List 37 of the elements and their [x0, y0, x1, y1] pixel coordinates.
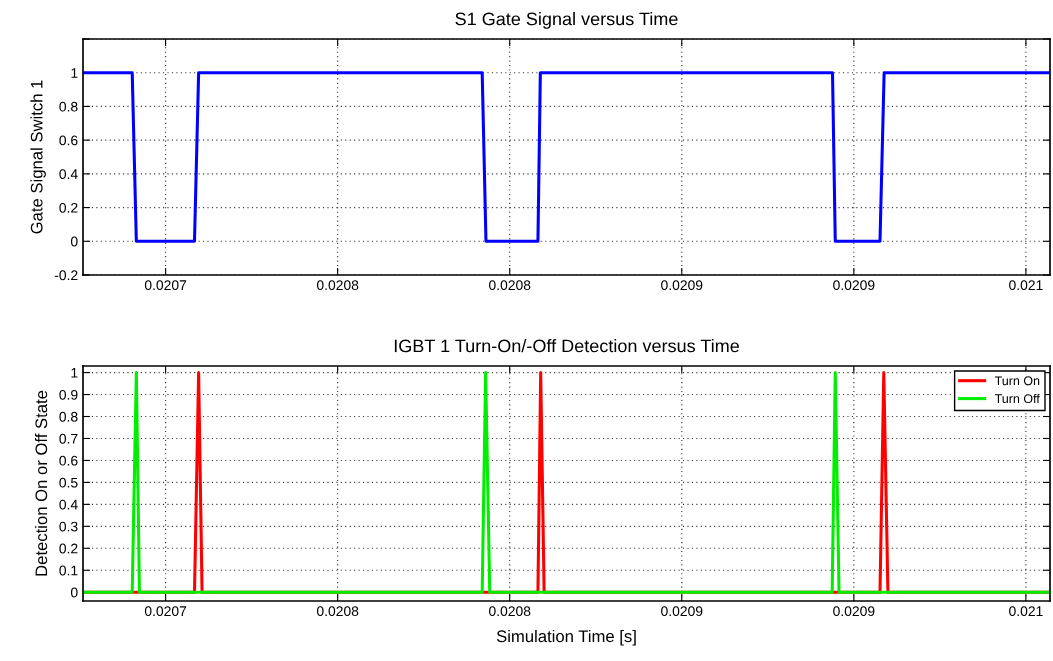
y-tick-label: 0.4: [59, 169, 78, 180]
x-tick-label: 0.0208: [489, 280, 531, 291]
y-tick-label: 0.2: [59, 543, 78, 554]
y-tick-label: 1: [71, 68, 78, 78]
y-tick-label: 0.8: [59, 411, 78, 422]
y-tick-label: 0.9: [59, 389, 78, 400]
y-tick-label: 0.5: [59, 477, 78, 488]
x-tick-label: 0.0208: [316, 606, 359, 617]
x-tick-label: 0.0207: [144, 280, 187, 291]
y-tick-label: -0.2: [54, 270, 78, 281]
y-tick-label: 0: [70, 587, 78, 598]
chart-title: IGBT 1 Turn-On/-Off Detection versus Time: [394, 339, 739, 353]
y-tick-label: 0.7: [59, 433, 78, 444]
x-tick-label: 0.0209: [661, 280, 703, 291]
y-tick-label: 0.6: [59, 455, 78, 466]
y-tick-label: 1: [71, 368, 78, 378]
x-tick-label: 0.0208: [489, 606, 531, 617]
x-tick-label: 0.0209: [661, 606, 703, 617]
x-tick-label: 0.0209: [833, 280, 875, 291]
x-tick-label: 0.021: [1009, 606, 1043, 617]
y-tick-label: 0.6: [59, 135, 78, 146]
legend-label: Turn On: [994, 376, 1040, 386]
legend-label: Turn Off: [994, 393, 1040, 404]
x-tick-label: 0.0209: [833, 606, 875, 617]
y-tick-label: 0: [70, 236, 78, 247]
x-axis-title: Simulation Time [s]: [496, 629, 636, 646]
x-tick-label: 0.021: [1009, 280, 1043, 291]
y-axis-title: Detection On or Off State: [34, 390, 48, 576]
y-tick-label: 0.2: [59, 202, 78, 213]
y-axis-title: Gate Signal Switch 1: [30, 80, 46, 234]
x-tick-label: 0.0207: [144, 606, 187, 617]
chart-title: S1 Gate Signal versus Time: [455, 12, 678, 29]
y-tick-label: 0.4: [59, 499, 78, 510]
y-tick-label: 0.1: [59, 565, 78, 576]
y-tick-label: 0.3: [59, 521, 78, 532]
x-tick-label: 0.0208: [316, 280, 359, 291]
y-tick-label: 0.8: [59, 101, 78, 112]
